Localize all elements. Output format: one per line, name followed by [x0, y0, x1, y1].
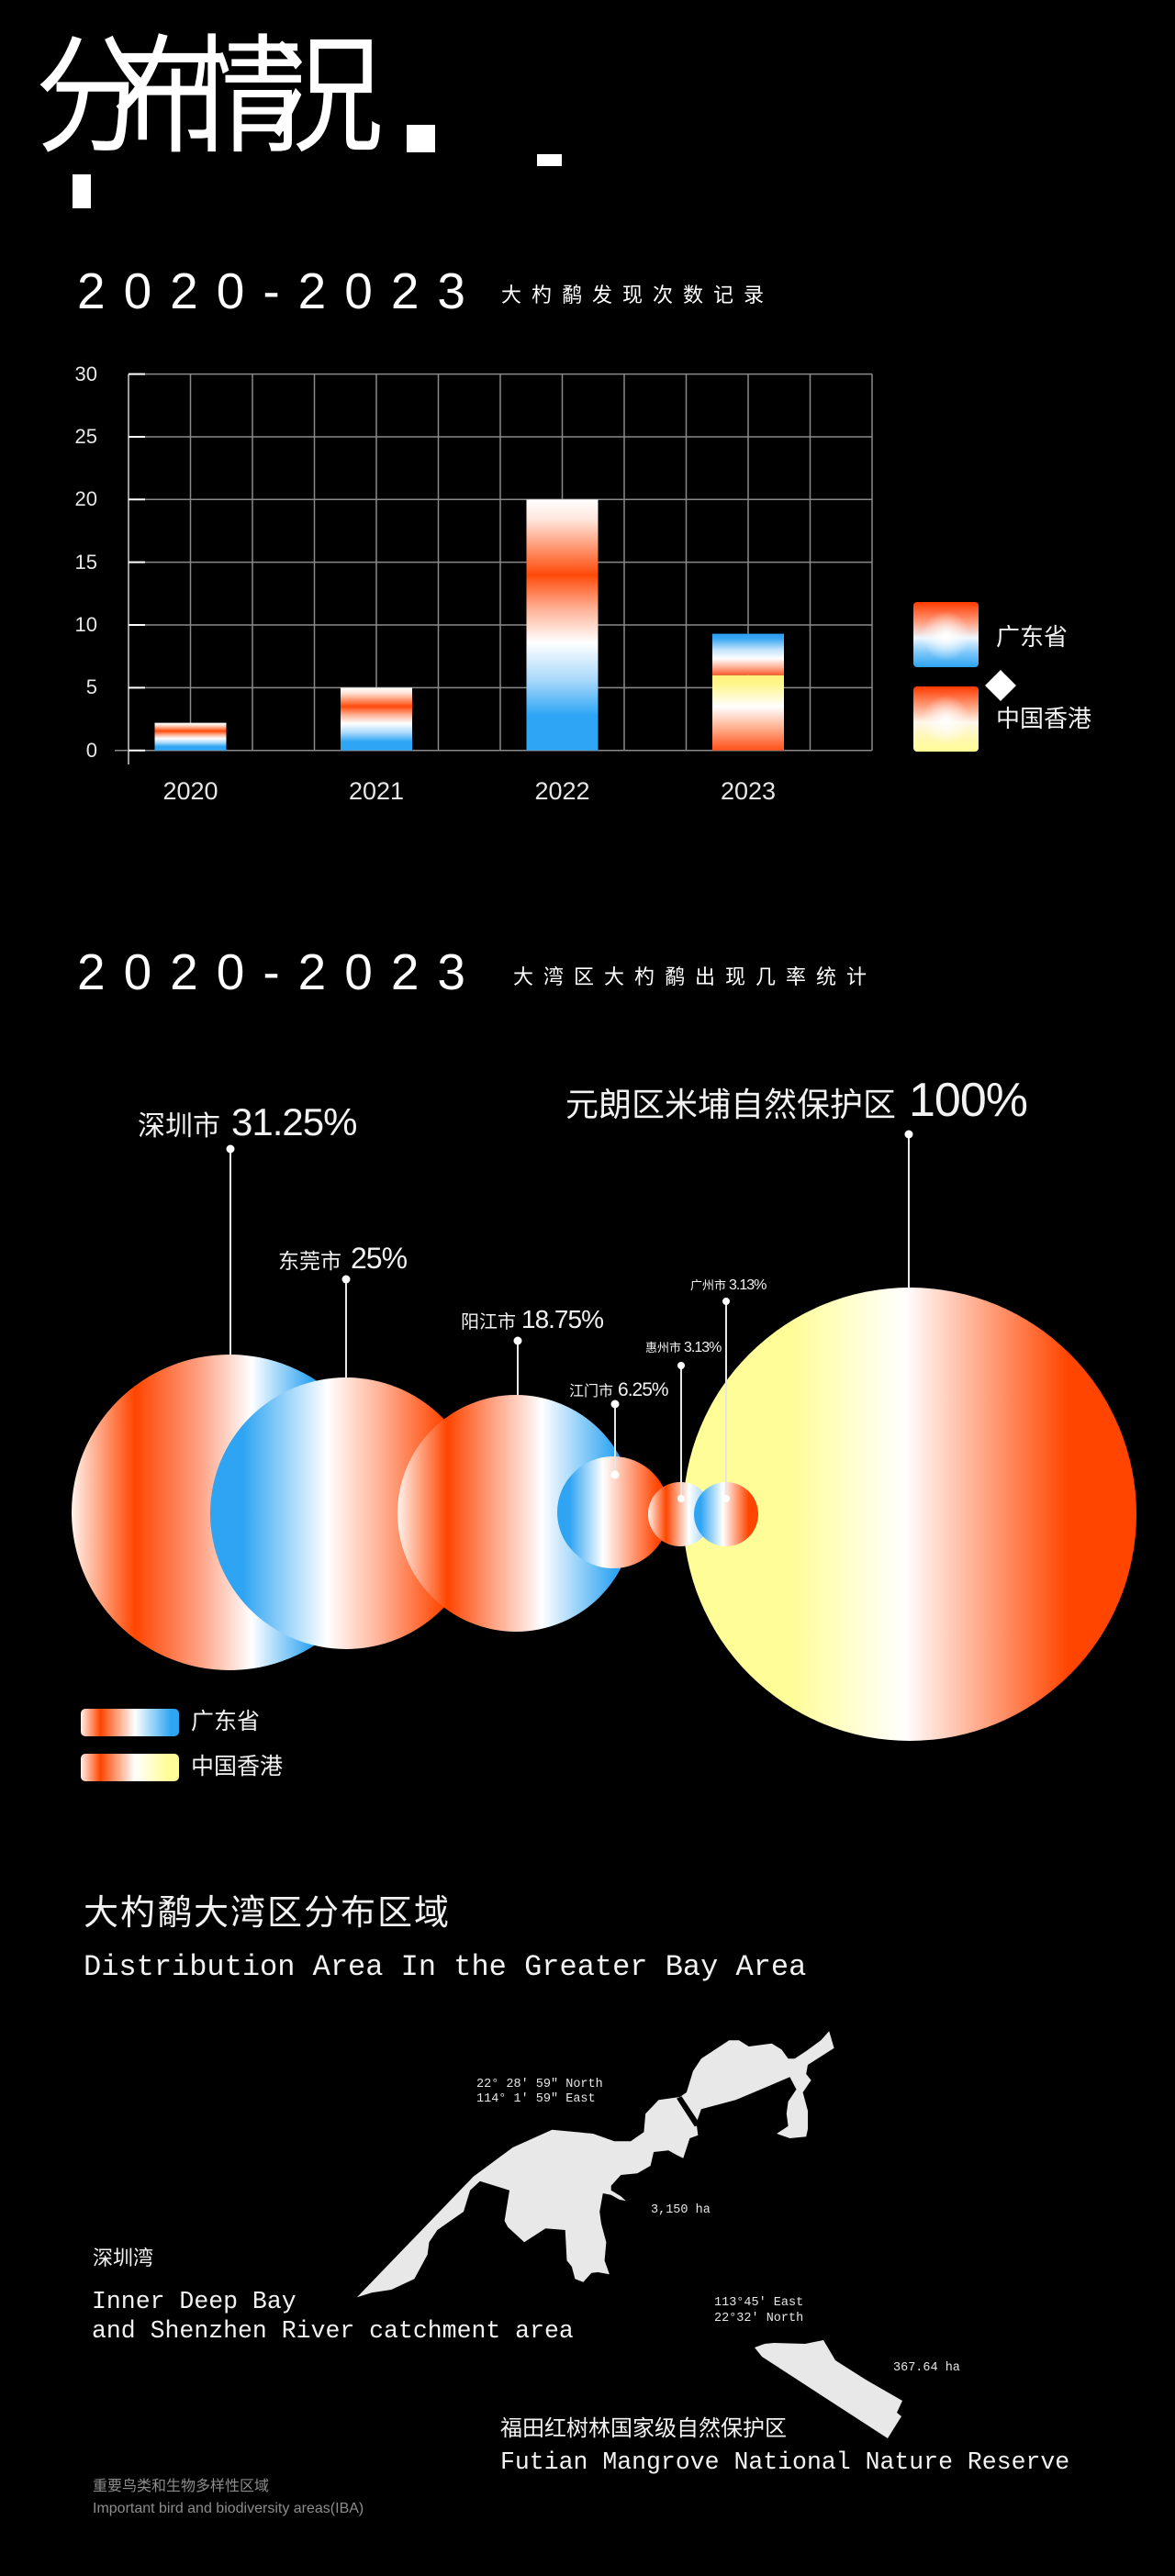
- road-gap: [677, 2096, 700, 2127]
- city-name: 江门市: [569, 1384, 614, 1400]
- area-name-zh: 深圳湾: [93, 2247, 154, 2269]
- footnote-en: Important bird and biodiversity areas(IB…: [93, 2501, 364, 2516]
- area-name-en: Futian Mangrove National Nature Reserve: [500, 2448, 1070, 2476]
- leader-dots: [226, 1130, 913, 1502]
- x-tick-label: 2022: [534, 777, 590, 805]
- dot-marker: [610, 1400, 620, 1409]
- percentage-value: 18.75%: [521, 1305, 604, 1333]
- y-tick-label: 5: [85, 675, 97, 699]
- percentage-value: 31.25%: [231, 1100, 357, 1143]
- percentage-value: 3.13%: [729, 1277, 767, 1293]
- dot-marker: [677, 1495, 685, 1502]
- city-name: 阳江市: [461, 1312, 516, 1333]
- bubble-chart: [72, 1130, 1136, 1741]
- dot-marker: [904, 1130, 913, 1139]
- bar-2021-guangdong: [341, 687, 412, 751]
- distribution-map: [356, 2031, 902, 2438]
- bubble-label-jiangmen: 江门市 6.25%: [569, 1379, 669, 1400]
- y-tick-label: 30: [74, 362, 97, 385]
- bubble-label-yangjiang: 阳江市 18.75%: [461, 1305, 604, 1333]
- x-tick-label: 2021: [348, 777, 405, 805]
- legend-label-hongkong: 中国香港: [996, 705, 1092, 732]
- city-name: 惠州市: [645, 1341, 682, 1355]
- bubble-guangzhou: [694, 1482, 758, 1546]
- legend-label-hongkong: 中国香港: [191, 1754, 284, 1779]
- section2-years: 2020-2023: [77, 943, 485, 1000]
- dot-marker: [722, 1495, 730, 1502]
- decorative-block: [407, 125, 435, 152]
- legend-swatch-hongkong: [81, 1754, 179, 1781]
- bubble-yuenlong-maipo: [683, 1288, 1136, 1741]
- legend-label-guangdong: 广东省: [996, 623, 1069, 651]
- section3-title-en: Distribution Area In the Greater Bay Are…: [84, 1950, 807, 1984]
- percentage-value: 100%: [909, 1074, 1028, 1127]
- bubble-label-yuenlong-maipo: 元朗区米埔自然保护区 100%: [565, 1074, 1028, 1127]
- coordinate-north: 22° 28' 59" North: [476, 2078, 603, 2091]
- y-tick-label: 15: [74, 550, 97, 574]
- percentage-value: 6.25%: [618, 1379, 669, 1400]
- section3-title-zh: 大杓鹬大湾区分布区域: [84, 1894, 452, 1933]
- bar-2022-guangdong: [526, 499, 599, 751]
- section1-subtitle: 大杓鹬发现次数记录: [501, 284, 775, 307]
- bubble-label-dongguan: 东莞市 25%: [278, 1242, 408, 1275]
- dot-marker: [513, 1336, 522, 1345]
- bubble-yangjiang: [397, 1395, 634, 1632]
- section1-years: 2020-2023: [77, 262, 485, 319]
- coordinate-east: 113°45′ East: [714, 2296, 804, 2310]
- x-tick-label: 2023: [720, 777, 777, 805]
- city-name: 广州市: [690, 1278, 727, 1292]
- decorative-block: [73, 174, 91, 208]
- legend-swatch-hongkong: [913, 686, 979, 752]
- area-name-zh: 福田红树林国家级自然保护区: [500, 2416, 787, 2441]
- bubble-huizhou: [648, 1482, 712, 1546]
- footnote-zh: 重要鸟类和生物多样性区域: [93, 2479, 270, 2494]
- legend-swatch-guangdong: [81, 1709, 179, 1736]
- leader-lines: [229, 1134, 910, 1499]
- dot-marker: [226, 1144, 235, 1154]
- area-name-en: and Shenzhen River catchment area: [92, 2317, 574, 2345]
- coordinate-east: 114° 1' 59" East: [476, 2092, 596, 2106]
- city-name: 东莞市: [278, 1249, 341, 1273]
- inner-deep-bay-shape: [356, 2031, 834, 2298]
- decorative-block: [537, 154, 562, 166]
- percentage-value: 3.13%: [684, 1340, 722, 1355]
- y-tick-label: 10: [74, 613, 97, 636]
- x-tick-label: 2020: [162, 777, 218, 805]
- y-tick-label: 25: [74, 424, 97, 448]
- percentage-value: 25%: [351, 1242, 408, 1275]
- bubble-dongguan: [210, 1377, 482, 1649]
- bubble-jiangmen: [557, 1456, 669, 1568]
- area-size: 3,150 ha: [651, 2203, 711, 2217]
- dot-marker: [610, 1470, 620, 1479]
- bar-2023-hongkong: [712, 675, 784, 751]
- section2-subtitle: 大湾区大杓鹬出现几率统计: [513, 965, 878, 988]
- area-name-en: Inner Deep Bay: [92, 2288, 297, 2315]
- bubble-label-shenzhen: 深圳市 31.25%: [138, 1100, 357, 1143]
- reserve-name: 元朗区米埔自然保护区: [565, 1086, 897, 1123]
- dot-marker: [677, 1362, 685, 1369]
- legend-label-guangdong: 广东省: [191, 1709, 261, 1734]
- y-tick-label: 0: [85, 738, 97, 762]
- bar-2023-guangdong: [712, 633, 784, 675]
- page-title: 分布情况: [35, 25, 384, 169]
- dot-marker: [722, 1298, 730, 1305]
- dot-marker: [341, 1275, 351, 1284]
- city-name: 深圳市: [138, 1111, 220, 1142]
- legend-swatch-guangdong: [913, 602, 979, 667]
- bubble-label-huizhou: 惠州市 3.13%: [645, 1340, 722, 1355]
- coordinate-north: 22°32′ North: [714, 2312, 804, 2325]
- y-tick-label: 20: [74, 487, 97, 511]
- bars: [154, 499, 784, 751]
- area-size: 367.64 ha: [893, 2361, 960, 2375]
- bubble-label-guangzhou: 广州市 3.13%: [690, 1277, 767, 1293]
- bar-2020-guangdong: [154, 722, 227, 751]
- bar-chart: [115, 373, 873, 764]
- futian-mangrove-shape: [755, 2340, 902, 2438]
